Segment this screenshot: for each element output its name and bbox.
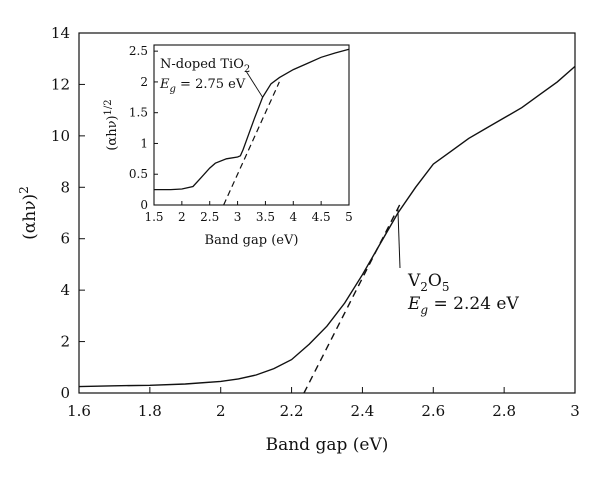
inset-tangent-fit-line [223, 81, 280, 206]
inset-x-axis-label: Band gap (eV) [205, 233, 299, 248]
inset-annotation-compound: N-doped TiO2 [160, 57, 250, 75]
inset-x-tick-label: 3 [234, 210, 242, 224]
main-x-tick-label: 1.8 [138, 402, 162, 420]
main-annotation-band-gap: Eg = 2.24 eV [407, 294, 519, 317]
main-y-axis-label-sup: 2 [17, 186, 31, 194]
inset-y-tick-label: 1 [140, 136, 148, 150]
main-y-tick-label: 2 [60, 333, 70, 351]
main-x-tick-label: 2.6 [421, 402, 445, 420]
main-series-line [78, 65, 576, 388]
inset-y-axis-label-base: (αhν) [105, 115, 120, 150]
main-annotation-compound-part: 2 [420, 280, 428, 294]
inset-y-tick-label: 2 [140, 75, 148, 89]
main-y-tick-label: 8 [60, 178, 70, 196]
main-y-axis-label: (αhν)2 [17, 186, 40, 240]
inset-y-tick-label: 0 [140, 198, 148, 212]
inset-x-tick-label: 2 [178, 210, 186, 224]
inset-series-line [154, 48, 350, 191]
inset-y-tick-label: 0.5 [129, 167, 148, 181]
inset-x-tick-label: 5 [345, 210, 353, 224]
main-x-tick-label: 1.6 [67, 402, 91, 420]
inset-annotation-compound-part: N-doped TiO [160, 57, 244, 72]
inset-x-tick-label: 2.5 [200, 210, 219, 224]
inset-annotation-leader [245, 70, 264, 98]
main-y-axis: 0 2 4 6 8 10 12 14 [51, 24, 85, 402]
inset-y-axis-label-sup: 1/2 [103, 99, 114, 115]
inset-x-tick-label: 4.5 [312, 210, 331, 224]
main-y-tick-label: 10 [51, 127, 70, 145]
main-y-tick-label: 12 [51, 75, 70, 93]
main-annotation-compound-part: O [428, 271, 442, 291]
inset-y-tick-label: 1.5 [129, 106, 148, 120]
main-x-tick-label: 3 [570, 402, 580, 420]
inset-x-tick-label: 4 [289, 210, 297, 224]
inset-x-tick-label: 3.5 [256, 210, 275, 224]
main-eg-value: = 2.24 eV [428, 294, 519, 314]
main-y-tick-label: 14 [51, 24, 70, 42]
main-y-tick-label: 0 [60, 384, 70, 402]
main-x-axis-label: Band gap (eV) [266, 435, 389, 455]
main-y-tick-label: 4 [60, 281, 70, 299]
main-annotation-compound: V2O5 [407, 271, 450, 294]
inset-eg-subscript: g [170, 84, 176, 95]
main-annotation-compound-part: 5 [442, 280, 450, 294]
inset-x-tick-label: 1.5 [144, 210, 163, 224]
inset-y-tick-label: 2.5 [129, 44, 148, 58]
main-y-tick-label: 6 [60, 230, 70, 248]
main-annotation-leader [397, 207, 401, 269]
main-x-axis: 1.6 1.8 2 2.2 2.4 2.6 2.8 3 [67, 387, 580, 420]
main-x-tick-label: 2.8 [492, 402, 516, 420]
main-x-tick-label: 2.2 [280, 402, 304, 420]
main-eg-subscript: g [420, 303, 428, 317]
inset-x-axis: 1.5 2 2.5 3 3.5 4 4.5 5 [144, 201, 353, 224]
main-y-axis-label-base: (αhν) [20, 194, 40, 240]
inset-eg-symbol: E [159, 77, 170, 92]
main-plot-frame [78, 32, 576, 394]
main-x-tick-label: 2 [216, 402, 226, 420]
main-x-tick-label: 2.4 [350, 402, 374, 420]
inset-y-axis: 0 0.5 1 1.5 2 2.5 [129, 44, 158, 212]
inset-y-axis-label: (αhν)1/2 [103, 99, 120, 150]
main-annotation-compound-part: V [407, 271, 421, 291]
main-eg-symbol: E [407, 294, 421, 314]
main-tangent-fit-line [303, 201, 403, 394]
inset-annotation-band-gap: Eg = 2.75 eV [159, 77, 246, 95]
inset-annotation-compound-part: 2 [244, 64, 250, 75]
inset-eg-value: = 2.75 eV [176, 77, 246, 92]
